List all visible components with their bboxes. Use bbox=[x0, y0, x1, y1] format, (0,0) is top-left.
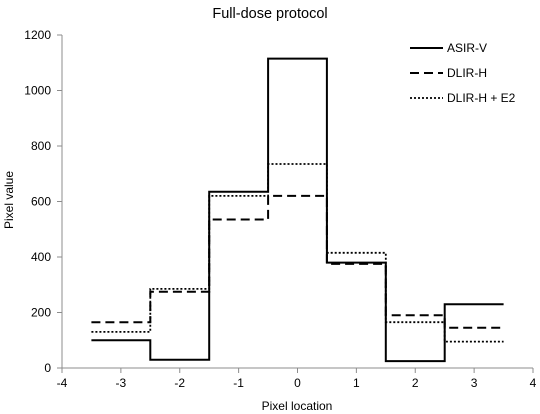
x-tick-label: 0 bbox=[294, 376, 301, 390]
legend-label-1: ASIR-V bbox=[447, 41, 487, 55]
y-axis-title: Pixel value bbox=[2, 171, 16, 229]
y-tick-label: 0 bbox=[44, 361, 51, 375]
series-line-2 bbox=[91, 194, 504, 329]
series-line-1 bbox=[91, 57, 504, 363]
x-axis-title: Pixel location bbox=[262, 399, 333, 413]
x-tick-label: 2 bbox=[412, 376, 419, 390]
y-tick-label: 400 bbox=[31, 250, 51, 264]
x-tick-label: -4 bbox=[57, 376, 68, 390]
x-tick-label: 1 bbox=[353, 376, 360, 390]
y-tick-label: 800 bbox=[31, 139, 51, 153]
y-tick-label: 600 bbox=[31, 195, 51, 209]
axes: -4 -3 -2 -1 0 1 2 3 4 0 200 400 600 800 1000 1200 bbox=[24, 28, 536, 390]
x-tick-label: -1 bbox=[233, 376, 244, 390]
y-tick-label: 1200 bbox=[24, 28, 51, 42]
x-tick-label: -3 bbox=[116, 376, 127, 390]
legend: ASIR-V DLIR-H DLIR-H + E2 bbox=[410, 41, 516, 105]
x-tick-label: 4 bbox=[530, 376, 537, 390]
legend-label-3: DLIR-H + E2 bbox=[447, 91, 516, 105]
series-lines bbox=[91, 57, 504, 363]
chart-title: Full-dose protocol bbox=[212, 6, 327, 22]
x-tick-label: -2 bbox=[174, 376, 185, 390]
x-tick-label: 3 bbox=[471, 376, 478, 390]
y-tick-label: 1000 bbox=[24, 84, 51, 98]
series-line-3 bbox=[91, 163, 504, 343]
legend-label-2: DLIR-H bbox=[447, 66, 487, 80]
y-tick-label: 200 bbox=[31, 306, 51, 320]
